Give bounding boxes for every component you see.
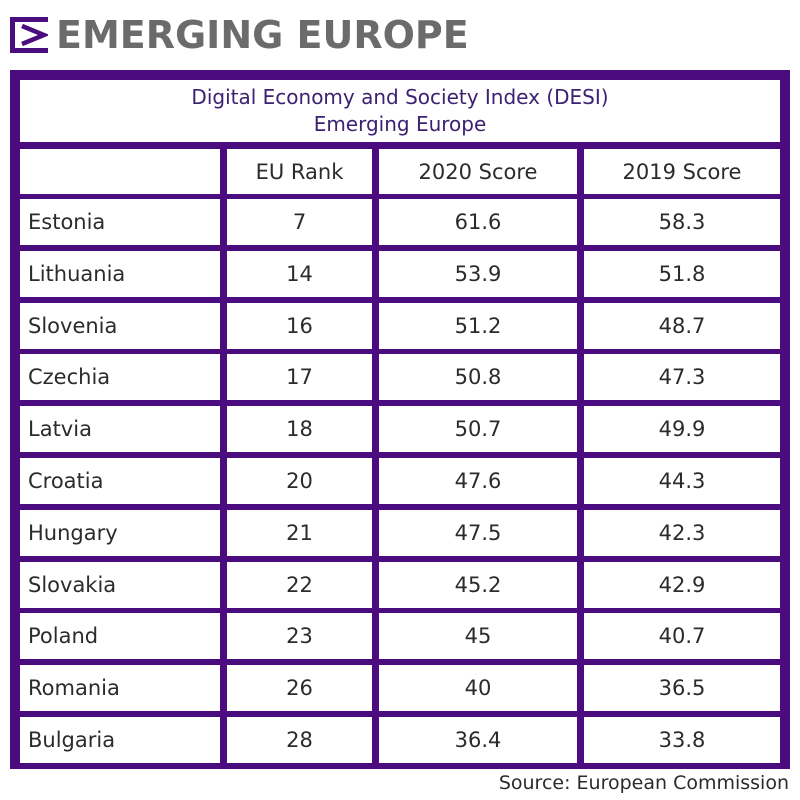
cell-score-2019: 36.5: [584, 665, 780, 711]
cell-score-2019: 44.3: [584, 458, 780, 504]
cell-score-2020: 51.2: [379, 303, 577, 349]
cell-score-2019: 42.9: [584, 562, 780, 608]
cell-country: Romania: [20, 665, 220, 711]
cell-country: Hungary: [20, 510, 220, 556]
header-eu-rank: EU Rank: [227, 149, 372, 194]
cell-country: Estonia: [20, 199, 220, 245]
cell-score-2019: 40.7: [584, 613, 780, 659]
cell-country: Poland: [20, 613, 220, 659]
cell-eu-rank: 17: [227, 354, 372, 400]
cell-country: Latvia: [20, 406, 220, 452]
cell-eu-rank: 21: [227, 510, 372, 556]
cell-score-2020: 50.8: [379, 354, 577, 400]
cell-eu-rank: 18: [227, 406, 372, 452]
cell-eu-rank: 20: [227, 458, 372, 504]
table-subtitle: Emerging Europe: [313, 112, 487, 136]
cell-score-2019: 48.7: [584, 303, 780, 349]
cell-score-2019: 33.8: [584, 717, 780, 763]
cell-country: Lithuania: [20, 251, 220, 297]
cell-score-2020: 45.2: [379, 562, 577, 608]
header-score-2019: 2019 Score: [584, 149, 780, 194]
cell-score-2020: 45: [379, 613, 577, 659]
cell-score-2019: 42.3: [584, 510, 780, 556]
cell-country: Czechia: [20, 354, 220, 400]
cell-score-2020: 36.4: [379, 717, 577, 763]
cell-score-2020: 50.7: [379, 406, 577, 452]
cell-score-2019: 47.3: [584, 354, 780, 400]
cell-score-2020: 47.6: [379, 458, 577, 504]
cell-eu-rank: 26: [227, 665, 372, 711]
cell-score-2020: 53.9: [379, 251, 577, 297]
cell-country: Slovakia: [20, 562, 220, 608]
cell-country: Slovenia: [20, 303, 220, 349]
cell-country: Croatia: [20, 458, 220, 504]
desi-table: Digital Economy and Society Index (DESI)…: [10, 70, 790, 769]
cell-eu-rank: 22: [227, 562, 372, 608]
cell-eu-rank: 23: [227, 613, 372, 659]
brand-name: EMERGING EUROPE: [56, 13, 469, 57]
cell-eu-rank: 14: [227, 251, 372, 297]
header-blank: [20, 149, 220, 194]
cell-score-2020: 47.5: [379, 510, 577, 556]
table-title-cell: Digital Economy and Society Index (DESI)…: [20, 80, 780, 142]
cell-eu-rank: 7: [227, 199, 372, 245]
cell-eu-rank: 28: [227, 717, 372, 763]
cell-country: Bulgaria: [20, 717, 220, 763]
brand-header: EMERGING EUROPE: [10, 12, 469, 58]
cell-score-2019: 51.8: [584, 251, 780, 297]
cell-score-2019: 58.3: [584, 199, 780, 245]
header-score-2020: 2020 Score: [379, 149, 577, 194]
table-title: Digital Economy and Society Index (DESI): [191, 85, 609, 109]
cell-eu-rank: 16: [227, 303, 372, 349]
emerging-europe-logo-icon: [10, 17, 48, 53]
source-note: Source: European Commission: [498, 772, 789, 794]
cell-score-2020: 40: [379, 665, 577, 711]
cell-score-2019: 49.9: [584, 406, 780, 452]
cell-score-2020: 61.6: [379, 199, 577, 245]
